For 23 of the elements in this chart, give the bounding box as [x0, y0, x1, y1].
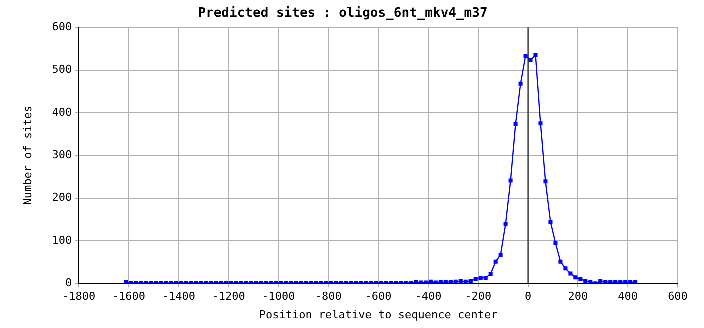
x-tick-label: -1000 — [262, 290, 296, 304]
x-tick-label: -1800 — [62, 290, 96, 304]
y-tick-label: 200 — [52, 191, 72, 204]
y-tick-label: 500 — [52, 63, 72, 76]
x-tick-label: 200 — [568, 290, 588, 304]
y-axis-title: Number of sites — [21, 106, 34, 206]
y-tick-label: 400 — [52, 106, 72, 119]
x-tick-label: -200 — [465, 290, 492, 304]
x-tick-label: -800 — [315, 290, 342, 304]
y-tick-label: 100 — [52, 234, 72, 247]
x-tick-label: -1600 — [112, 290, 146, 304]
x-tick-label: -1200 — [212, 290, 246, 304]
x-tick-label: -400 — [415, 290, 442, 304]
y-tick-label: 300 — [52, 148, 72, 162]
y-tick-label: 600 — [52, 20, 72, 34]
x-tick-label: 400 — [618, 290, 638, 304]
y-tick-label: 0 — [65, 276, 72, 290]
chart-title: Predicted sites : oligos_6nt_mkv4_m37 — [198, 6, 488, 22]
x-tick-label: -600 — [365, 290, 392, 304]
x-tick-label: -1400 — [162, 290, 196, 304]
x-tick-label: 600 — [668, 290, 688, 304]
x-axis-title: Position relative to sequence center — [259, 308, 498, 322]
x-tick-label: 0 — [524, 290, 532, 304]
